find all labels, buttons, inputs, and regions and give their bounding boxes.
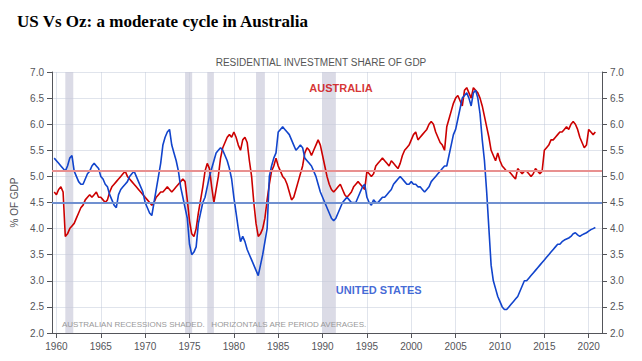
svg-text:1995: 1995 — [356, 341, 379, 352]
svg-text:4.5: 4.5 — [610, 197, 624, 208]
svg-text:5.0: 5.0 — [30, 171, 44, 182]
svg-text:5.5: 5.5 — [610, 145, 624, 156]
svg-text:2020: 2020 — [578, 341, 601, 352]
svg-text:AUSTRALIA: AUSTRALIA — [309, 82, 373, 94]
svg-text:2.0: 2.0 — [610, 328, 624, 339]
svg-text:2010: 2010 — [489, 341, 512, 352]
svg-text:7.0: 7.0 — [30, 67, 44, 78]
svg-text:2015: 2015 — [533, 341, 556, 352]
svg-text:% OF GDP: % OF GDP — [9, 177, 20, 227]
svg-text:4.0: 4.0 — [30, 223, 44, 234]
svg-text:1965: 1965 — [90, 341, 113, 352]
svg-text:AUSTRALIAN RECESSIONS SHADED.: AUSTRALIAN RECESSIONS SHADED. HORIZONTAL… — [62, 320, 366, 329]
svg-text:3.5: 3.5 — [610, 249, 624, 260]
svg-text:6.5: 6.5 — [610, 93, 624, 104]
svg-text:1975: 1975 — [178, 341, 201, 352]
svg-text:6.5: 6.5 — [30, 93, 44, 104]
svg-text:4.5: 4.5 — [30, 197, 44, 208]
svg-text:3.0: 3.0 — [610, 275, 624, 286]
svg-text:2005: 2005 — [445, 341, 468, 352]
svg-text:5.0: 5.0 — [610, 171, 624, 182]
svg-text:6.0: 6.0 — [610, 119, 624, 130]
svg-text:UNITED STATES: UNITED STATES — [336, 284, 422, 296]
svg-text:5.5: 5.5 — [30, 145, 44, 156]
svg-text:1985: 1985 — [267, 341, 290, 352]
svg-text:7.0: 7.0 — [610, 67, 624, 78]
svg-text:4.0: 4.0 — [610, 223, 624, 234]
svg-text:3.5: 3.5 — [30, 249, 44, 260]
svg-text:2000: 2000 — [400, 341, 423, 352]
svg-text:2.0: 2.0 — [30, 328, 44, 339]
svg-text:2.5: 2.5 — [30, 301, 44, 312]
svg-text:RESIDENTIAL INVESTMENT SHARE O: RESIDENTIAL INVESTMENT SHARE OF GDP — [216, 57, 427, 68]
svg-text:1980: 1980 — [223, 341, 246, 352]
svg-text:1970: 1970 — [134, 341, 157, 352]
svg-text:US Vs Oz: a moderate cycle in: US Vs Oz: a moderate cycle in Australia — [17, 12, 309, 31]
svg-text:1960: 1960 — [45, 341, 68, 352]
svg-text:1990: 1990 — [311, 341, 334, 352]
svg-text:3.0: 3.0 — [30, 275, 44, 286]
svg-text:2.5: 2.5 — [610, 301, 624, 312]
svg-text:6.0: 6.0 — [30, 119, 44, 130]
